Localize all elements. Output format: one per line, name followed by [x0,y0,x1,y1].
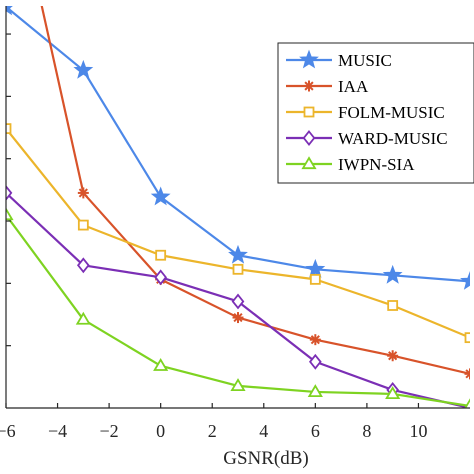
legend-label-iwpn-sia: IWPN-SIA [338,155,415,174]
x-tick-label: −2 [100,421,119,441]
series-iaa [40,6,470,380]
data-point-iaa-3 [232,312,244,324]
data-point-iwpn-sia-3 [230,378,246,391]
legend-label-iaa: IAA [338,77,369,96]
data-point-music-2 [150,186,171,206]
legend-item-iaa: IAA [286,77,369,96]
legend-label-folm-music: FOLM-MUSIC [338,103,445,122]
x-tick-label: 6 [311,421,320,441]
data-point-iaa-6 [464,368,470,380]
legend-item-music: MUSIC [286,49,392,70]
x-tick-label: −4 [48,421,67,441]
data-point-music-6 [460,270,470,290]
series-layer [6,6,470,408]
data-point-iwpn-sia-0 [6,207,14,221]
data-point-ward-music-1 [76,257,90,274]
data-point-folm-music-4 [309,273,321,285]
data-point-iwpn-sia-6 [464,398,470,408]
x-tick-label: 10 [409,421,427,441]
data-point-iwpn-sia-1 [75,311,91,325]
series-folm-music [6,123,470,344]
legend-marker-iaa [303,80,315,92]
data-point-iaa-4 [309,334,321,346]
data-point-music-1 [73,59,94,79]
data-point-folm-music-2 [155,249,167,261]
data-point-folm-music-5 [387,300,399,311]
data-point-folm-music-6 [464,332,470,344]
series-music [6,6,470,290]
legend-marker-iwpn-sia [301,156,317,170]
x-tick-label: 8 [362,421,371,441]
x-tick-label: 0 [156,421,165,441]
data-point-iwpn-sia-5 [385,386,401,400]
series-iwpn-sia [6,207,470,408]
data-point-iaa-1 [77,187,89,199]
legend-marker-music [299,49,319,69]
data-point-iaa-5 [387,350,399,362]
data-point-iwpn-sia-4 [307,384,323,398]
x-tick-label: −6 [0,421,16,441]
legend: MUSIC IAA FOLM-MUSIC WARD-MUSIC IWPN-SIA [277,42,474,184]
legend-label-music: MUSIC [338,51,392,70]
x-tick-label: 4 [259,421,268,441]
legend-item-folm-music: FOLM-MUSIC [286,103,445,122]
data-point-ward-music-2 [154,269,168,286]
data-point-folm-music-3 [232,263,244,275]
data-point-music-0 [6,6,13,16]
data-point-iwpn-sia-2 [153,358,169,371]
legend-marker-ward-music [302,130,316,146]
data-point-music-4 [305,258,326,278]
data-point-folm-music-0 [6,123,12,135]
data-point-music-5 [382,264,403,284]
tick-layer: −6 −4 −2 0 2 4 6 8 10 [0,33,427,441]
data-point-ward-music-3 [231,293,245,310]
x-tick-label: 2 [208,421,217,441]
data-point-ward-music-4 [308,353,322,370]
data-point-ward-music-0 [6,184,13,201]
legend-marker-folm-music [303,106,315,118]
x-axis-title: GSNR(dB) [223,448,309,469]
data-point-folm-music-1 [77,219,89,231]
legend-label-ward-music: WARD-MUSIC [338,129,448,148]
legend-item-iwpn-sia: IWPN-SIA [286,155,415,174]
data-point-music-3 [228,244,248,264]
legend-item-ward-music: WARD-MUSIC [286,129,448,148]
